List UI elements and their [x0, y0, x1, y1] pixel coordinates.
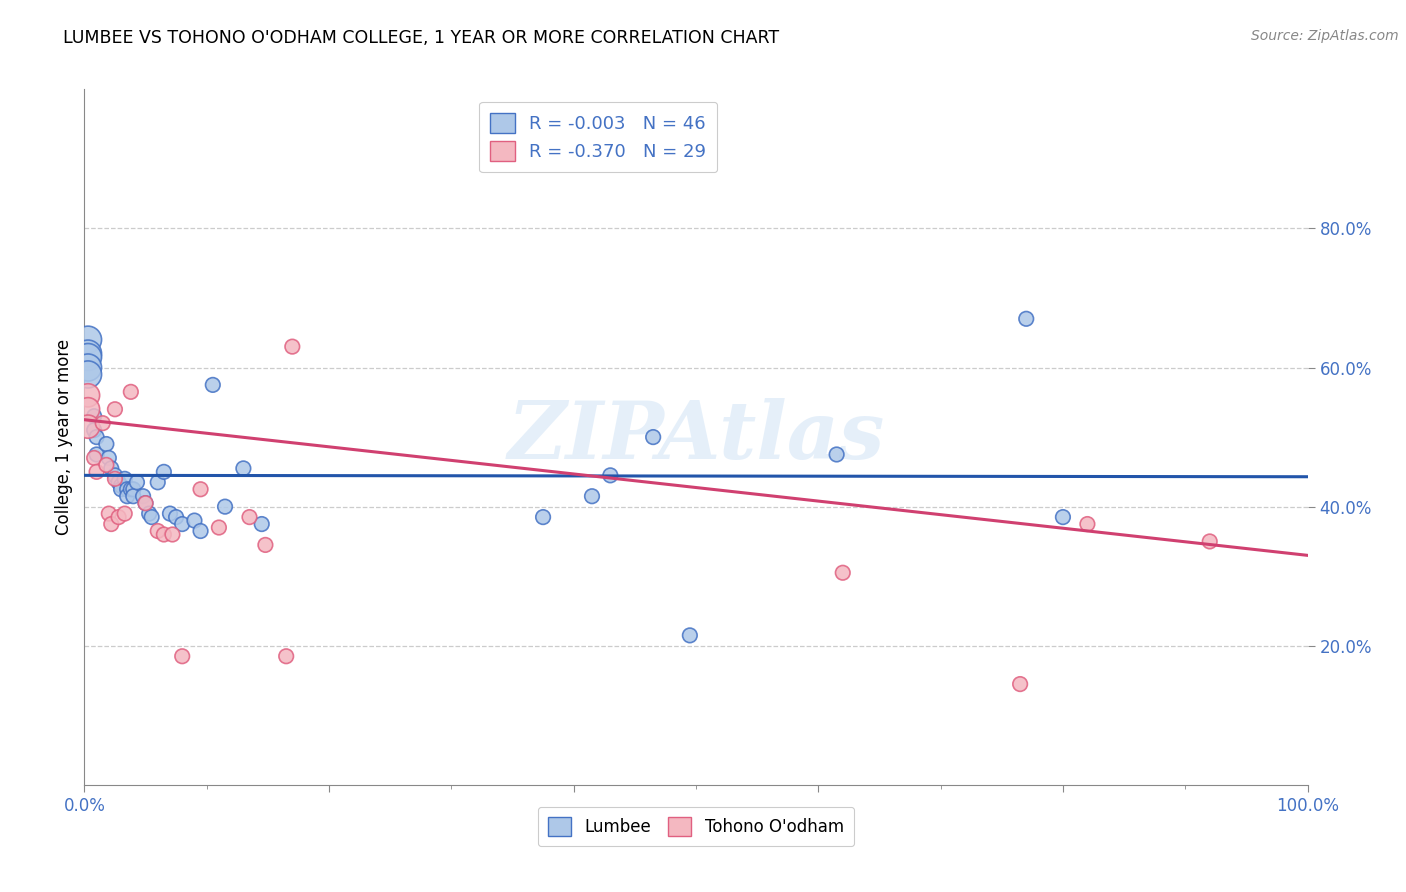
Point — [183, 514, 205, 528]
Text: LUMBEE VS TOHONO O'ODHAM COLLEGE, 1 YEAR OR MORE CORRELATION CHART: LUMBEE VS TOHONO O'ODHAM COLLEGE, 1 YEAR… — [63, 29, 779, 46]
Point — [1015, 311, 1038, 326]
Point — [1198, 534, 1220, 549]
Point — [122, 482, 145, 496]
Point — [679, 628, 702, 642]
Point — [141, 510, 163, 524]
Point — [214, 500, 236, 514]
Point — [91, 416, 114, 430]
Point — [643, 430, 665, 444]
Point — [96, 458, 118, 472]
Text: Source: ZipAtlas.com: Source: ZipAtlas.com — [1251, 29, 1399, 43]
Point — [83, 450, 105, 465]
Point — [115, 489, 138, 503]
Point — [153, 527, 176, 541]
Point — [1052, 510, 1074, 524]
Point — [114, 507, 136, 521]
Point — [146, 524, 169, 538]
Point — [83, 423, 105, 437]
Point — [125, 475, 148, 490]
Point — [110, 479, 132, 493]
Point — [531, 510, 554, 524]
Point — [190, 482, 212, 496]
Point — [831, 566, 853, 580]
Point — [135, 496, 157, 510]
Point — [208, 520, 231, 534]
Point — [86, 447, 108, 462]
Point — [135, 496, 157, 510]
Point — [114, 472, 136, 486]
Point — [77, 388, 100, 402]
Point — [276, 649, 298, 664]
Point — [104, 468, 127, 483]
Point — [115, 482, 138, 496]
Point — [77, 350, 100, 364]
Point — [97, 507, 120, 521]
Point — [201, 378, 224, 392]
Point — [100, 461, 122, 475]
Point — [159, 507, 181, 521]
Point — [238, 510, 260, 524]
Point — [190, 524, 212, 538]
Point — [254, 538, 277, 552]
Point — [581, 489, 603, 503]
Legend: Lumbee, Tohono O'odham: Lumbee, Tohono O'odham — [538, 807, 853, 847]
Point — [162, 527, 184, 541]
Point — [104, 472, 127, 486]
Point — [250, 516, 273, 531]
Point — [100, 516, 122, 531]
Point — [138, 507, 160, 521]
Point — [120, 482, 142, 496]
Point — [77, 402, 100, 417]
Point — [1076, 516, 1098, 531]
Text: ZIPAtlas: ZIPAtlas — [508, 399, 884, 475]
Point — [232, 461, 254, 475]
Point — [122, 489, 145, 503]
Point — [83, 409, 105, 424]
Point — [107, 510, 129, 524]
Point — [104, 402, 127, 417]
Point — [96, 437, 118, 451]
Point — [172, 516, 194, 531]
Point — [107, 475, 129, 490]
Point — [825, 447, 848, 462]
Point — [120, 384, 142, 399]
Point — [110, 482, 132, 496]
Point — [1010, 677, 1032, 691]
Point — [172, 649, 194, 664]
Y-axis label: College, 1 year or more: College, 1 year or more — [55, 339, 73, 535]
Point — [77, 346, 100, 360]
Point — [97, 450, 120, 465]
Point — [86, 430, 108, 444]
Point — [153, 465, 176, 479]
Point — [77, 333, 100, 347]
Point — [146, 475, 169, 490]
Point — [77, 360, 100, 375]
Point — [132, 489, 155, 503]
Point — [77, 419, 100, 434]
Point — [165, 510, 187, 524]
Point — [599, 468, 621, 483]
Point — [77, 368, 100, 382]
Point — [86, 465, 108, 479]
Point — [281, 340, 304, 354]
